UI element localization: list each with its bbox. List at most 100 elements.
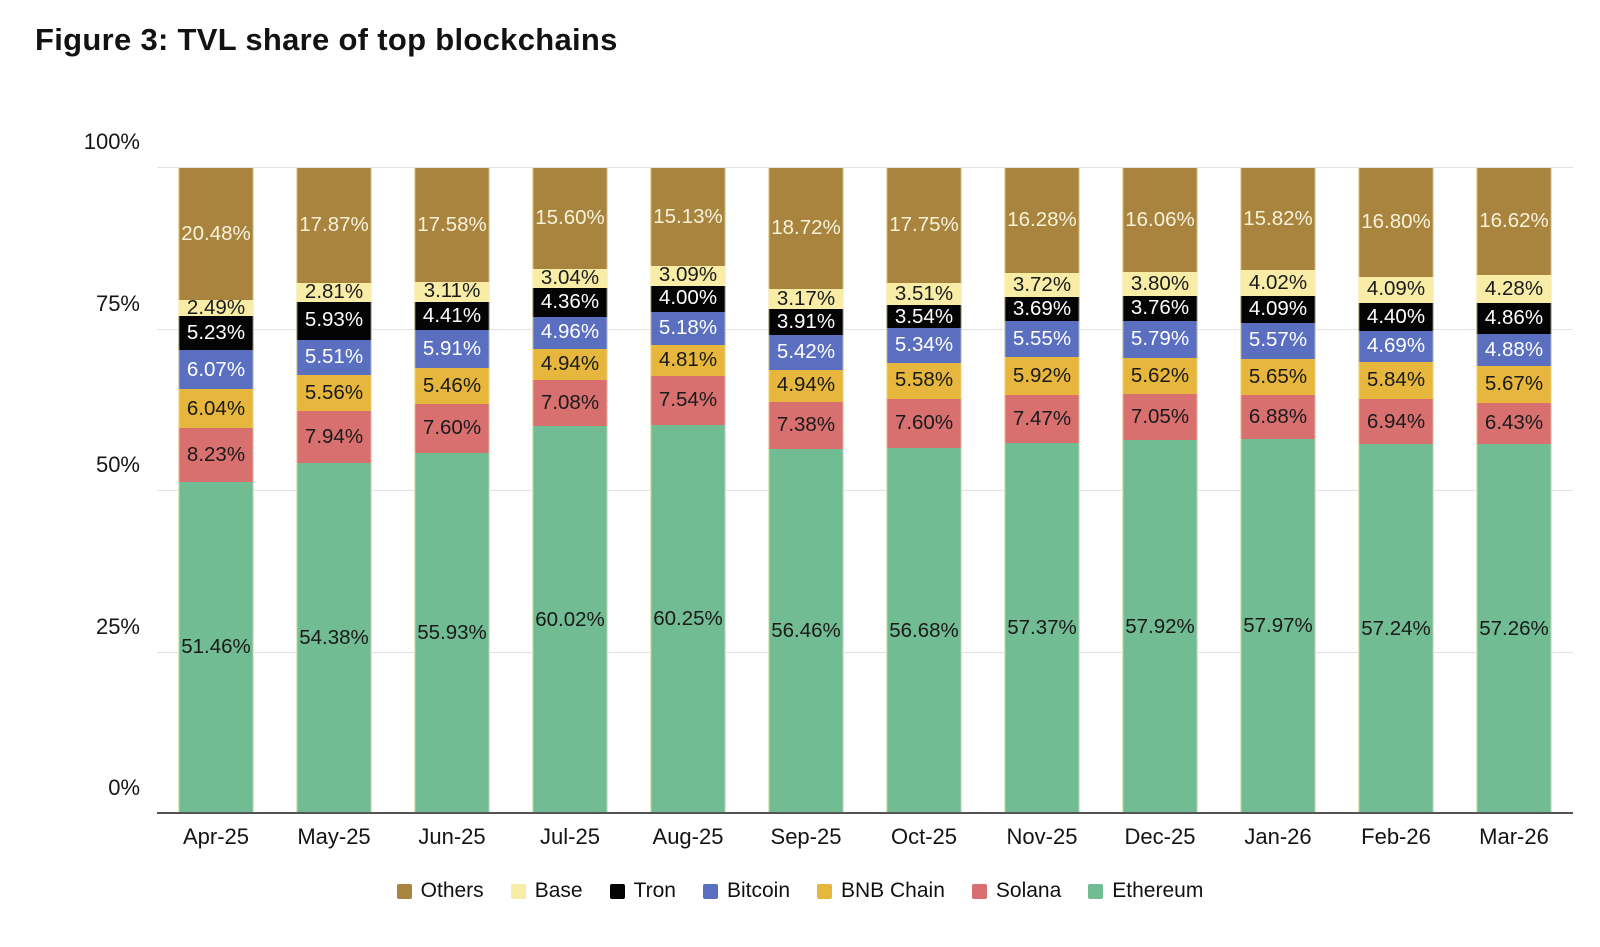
bar-segment-bnb-chain: 6.04%: [178, 389, 254, 429]
y-axis-tick: 50%: [95, 452, 140, 477]
bar-segment-bnb-chain: 4.94%: [768, 369, 844, 402]
bar-segment-solana: 8.23%: [178, 428, 254, 482]
stacked-bar: 18.72% 3.17% 3.91% 5.42% 4.94% 7.38% 56.46%: [768, 168, 844, 814]
bar-segment-bitcoin: 5.42%: [768, 334, 844, 370]
legend-item-others: Others: [396, 879, 484, 903]
bar-segment-ethereum: 57.37%: [1004, 443, 1080, 814]
bar-segment-base: 4.02%: [1240, 270, 1316, 297]
bar-segment-bnb-chain: 5.92%: [1004, 356, 1080, 396]
bar-segment-bitcoin: 5.51%: [296, 339, 372, 376]
bars-container: 20.48% 2.49% 5.23% 6.07% 6.04% 8.23% 51.46% 17.…: [157, 168, 1573, 814]
segment-value-label: 5.62%: [1130, 363, 1190, 387]
bar-column-nov-25: 16.28% 3.72% 3.69% 5.55% 5.92% 7.47% 57.37%: [983, 168, 1101, 814]
bar-segment-others: 20.48%: [178, 168, 254, 301]
x-axis: Apr-25 May-25 Jun-25 Jul-25 Aug-25 Sep-25 Oct-…: [157, 824, 1573, 852]
stacked-bar: 17.75% 3.51% 3.54% 5.34% 5.58% 7.60% 56.68%: [886, 168, 962, 814]
bar-segment-bnb-chain: 5.84%: [1358, 361, 1434, 400]
y-axis-tick: 0%: [108, 775, 140, 800]
segment-value-label: 3.09%: [658, 263, 718, 287]
bar-segment-base: 4.09%: [1358, 276, 1434, 303]
bar-segment-ethereum: 60.02%: [532, 426, 608, 814]
segment-value-label: 15.13%: [653, 204, 723, 228]
segment-value-label: 5.84%: [1366, 368, 1426, 392]
bar-segment-bitcoin: 5.34%: [886, 328, 962, 363]
bar-column-feb-26: 16.80% 4.09% 4.40% 4.69% 5.84% 6.94% 57.24%: [1337, 168, 1455, 814]
segment-value-label: 3.51%: [894, 281, 954, 305]
stacked-bar: 16.80% 4.09% 4.40% 4.69% 5.84% 6.94% 57.24%: [1358, 168, 1434, 814]
bar-segment-tron: 4.86%: [1476, 303, 1552, 335]
segment-value-label: 5.56%: [304, 381, 364, 405]
legend-label: Solana: [995, 879, 1062, 902]
legend-label: BNB Chain: [841, 879, 945, 902]
x-axis-label: May-25: [297, 824, 371, 849]
stacked-bar: 16.28% 3.72% 3.69% 5.55% 5.92% 7.47% 57.37%: [1004, 168, 1080, 814]
bar-segment-bnb-chain: 5.67%: [1476, 365, 1552, 403]
bar-segment-bitcoin: 5.57%: [1240, 322, 1316, 359]
segment-value-label: 5.57%: [1248, 328, 1308, 352]
segment-value-label: 57.97%: [1243, 614, 1313, 638]
segment-value-label: 2.49%: [186, 296, 246, 320]
x-axis-label: Dec-25: [1124, 824, 1196, 849]
bar-segment-tron: 3.69%: [1004, 297, 1080, 321]
bar-segment-solana: 6.94%: [1358, 399, 1434, 445]
bar-segment-solana: 7.54%: [650, 376, 726, 425]
bar-segment-tron: 3.91%: [768, 309, 844, 335]
y-axis: 0% 25% 50% 75% 100%: [0, 129, 140, 814]
bar-segment-ethereum: 57.97%: [1240, 439, 1316, 814]
bar-segment-solana: 6.88%: [1240, 395, 1316, 440]
x-axis-label: Jan-26: [1244, 824, 1312, 849]
bar-segment-solana: 6.43%: [1476, 402, 1552, 445]
segment-value-label: 5.46%: [422, 373, 482, 397]
bar-segment-others: 16.06%: [1122, 168, 1198, 272]
legend-swatch-icon: [817, 883, 832, 899]
legend-item-base: Base: [510, 879, 583, 903]
bar-column-sep-25: 18.72% 3.17% 3.91% 5.42% 4.94% 7.38% 56.46%: [747, 168, 865, 814]
segment-value-label: 7.94%: [304, 424, 364, 448]
plot-area: 20.48% 2.49% 5.23% 6.07% 6.04% 8.23% 51.46% 17.…: [157, 167, 1573, 814]
chart-legend: Others Base Tron Bitcoin BNB Chain Solana Ethe…: [0, 878, 1600, 904]
segment-value-label: 4.69%: [1366, 334, 1426, 358]
segment-value-label: 3.17%: [776, 286, 836, 310]
segment-value-label: 56.68%: [889, 618, 959, 642]
segment-value-label: 16.06%: [1125, 207, 1195, 231]
bar-segment-tron: 5.93%: [296, 301, 372, 340]
bar-segment-tron: 5.23%: [178, 316, 254, 351]
stacked-bar: 15.60% 3.04% 4.36% 4.96% 4.94% 7.08% 60.02%: [532, 168, 608, 814]
segment-value-label: 4.94%: [540, 352, 600, 376]
legend-swatch-icon: [971, 883, 987, 899]
bar-segment-bnb-chain: 5.56%: [296, 375, 372, 412]
bar-segment-bnb-chain: 4.94%: [532, 348, 608, 381]
segment-value-label: 7.54%: [658, 388, 718, 412]
bar-segment-bnb-chain: 5.46%: [414, 368, 490, 404]
x-axis-label: Oct-25: [890, 824, 958, 849]
bar-segment-others: 16.62%: [1476, 168, 1552, 276]
segment-value-label: 5.23%: [186, 321, 246, 345]
x-axis-label: Feb-26: [1361, 824, 1431, 849]
bar-segment-base: 4.28%: [1476, 275, 1552, 303]
segment-value-label: 57.24%: [1361, 616, 1431, 640]
bar-column-jun-25: 17.58% 3.11% 4.41% 5.91% 5.46% 7.60% 55.93%: [393, 168, 511, 814]
bar-segment-base: 3.11%: [414, 281, 490, 302]
segment-value-label: 6.04%: [186, 396, 246, 420]
segment-value-label: 17.75%: [889, 213, 959, 237]
bar-segment-base: 3.72%: [1004, 273, 1080, 298]
bar-segment-ethereum: 51.46%: [178, 481, 254, 814]
bar-segment-ethereum: 56.68%: [886, 447, 962, 814]
bar-segment-others: 15.13%: [650, 168, 726, 266]
legend-swatch-icon: [1088, 883, 1104, 899]
legend-swatch-icon: [702, 883, 718, 899]
bar-segment-ethereum: 57.24%: [1358, 444, 1434, 814]
bar-segment-tron: 4.36%: [532, 288, 608, 317]
bar-column-jul-25: 15.60% 3.04% 4.36% 4.96% 4.94% 7.08% 60.02%: [511, 168, 629, 814]
bar-segment-tron: 4.00%: [650, 285, 726, 312]
segment-value-label: 4.36%: [540, 290, 600, 314]
segment-value-label: 55.93%: [417, 621, 487, 645]
stacked-bar: 17.58% 3.11% 4.41% 5.91% 5.46% 7.60% 55.93%: [414, 168, 490, 814]
segment-value-label: 5.34%: [894, 333, 954, 357]
bar-segment-others: 17.58%: [414, 168, 490, 282]
bar-segment-tron: 4.09%: [1240, 296, 1316, 323]
segment-value-label: 4.88%: [1484, 337, 1544, 361]
segment-value-label: 4.00%: [658, 286, 718, 310]
bar-segment-solana: 7.08%: [532, 380, 608, 427]
segment-value-label: 5.67%: [1484, 371, 1544, 395]
